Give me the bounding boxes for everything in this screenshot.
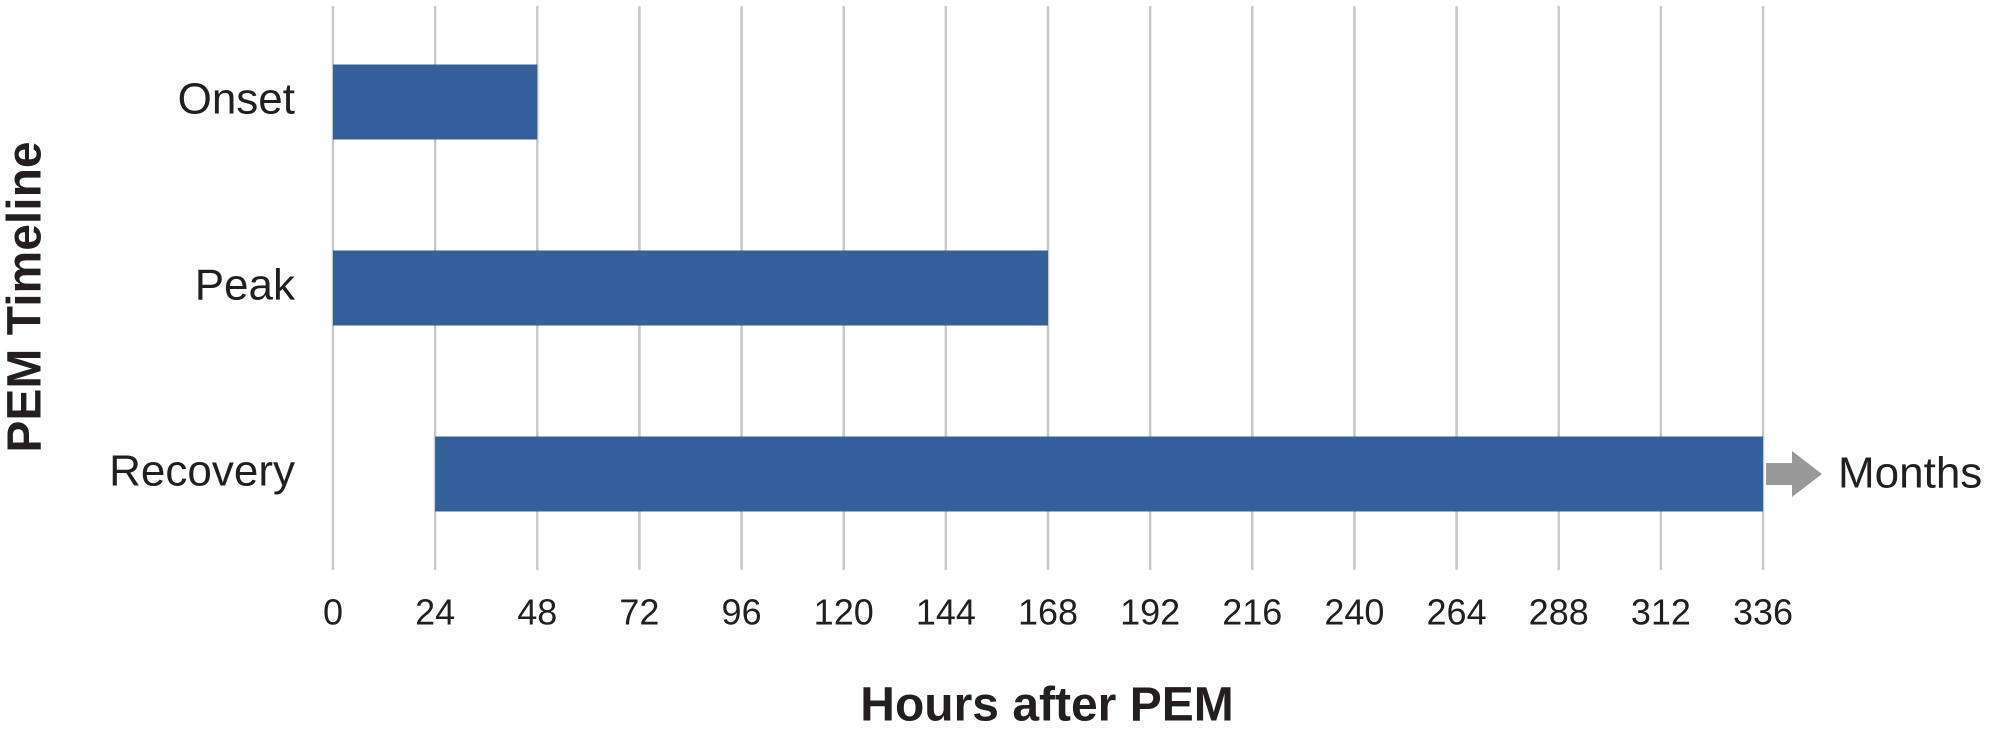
x-tick-label: 336 [1733, 592, 1793, 633]
y-tick-label: Peak [195, 261, 296, 310]
annotation: Months [1838, 449, 1982, 498]
y-tick-label: Recovery [109, 447, 295, 496]
x-tick-label: 216 [1222, 592, 1282, 633]
x-tick-label: 264 [1427, 592, 1487, 633]
x-tick-label: 24 [415, 592, 455, 633]
x-tick-label: 96 [722, 592, 762, 633]
bar [435, 436, 1764, 512]
y-axis-title: PEM Timeline [0, 141, 52, 452]
x-tick-label: 192 [1120, 592, 1180, 633]
x-tick-label: 48 [517, 592, 557, 633]
continuation-arrow [1766, 451, 1822, 497]
x-tick-label: 288 [1529, 592, 1589, 633]
x-tick-label: 0 [323, 592, 343, 633]
bar [333, 250, 1048, 326]
x-tick-label: 72 [619, 592, 659, 633]
x-tick-label: 144 [916, 592, 976, 633]
bar [333, 64, 538, 140]
x-tick-label: 240 [1324, 592, 1384, 633]
x-tick-label: 168 [1018, 592, 1078, 633]
x-tick-label: 312 [1631, 592, 1691, 633]
y-tick-label: Onset [178, 75, 295, 124]
x-axis-title: Hours after PEM [860, 679, 1233, 732]
x-tick-label: 120 [814, 592, 874, 633]
